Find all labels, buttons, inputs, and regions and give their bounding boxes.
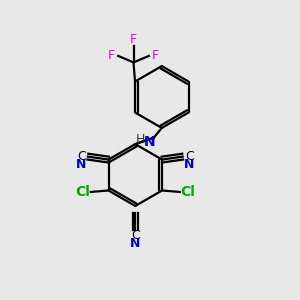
Text: C: C	[131, 229, 140, 242]
Text: H: H	[136, 133, 145, 146]
Text: C: C	[185, 149, 194, 163]
Text: Cl: Cl	[75, 185, 90, 199]
Text: N: N	[144, 135, 156, 149]
Text: C: C	[77, 149, 86, 163]
Text: N: N	[184, 158, 194, 171]
Text: Cl: Cl	[181, 185, 195, 199]
Text: F: F	[108, 50, 115, 62]
Text: N: N	[76, 158, 87, 171]
Text: N: N	[130, 236, 140, 250]
Text: F: F	[152, 50, 159, 62]
Text: F: F	[130, 33, 137, 46]
